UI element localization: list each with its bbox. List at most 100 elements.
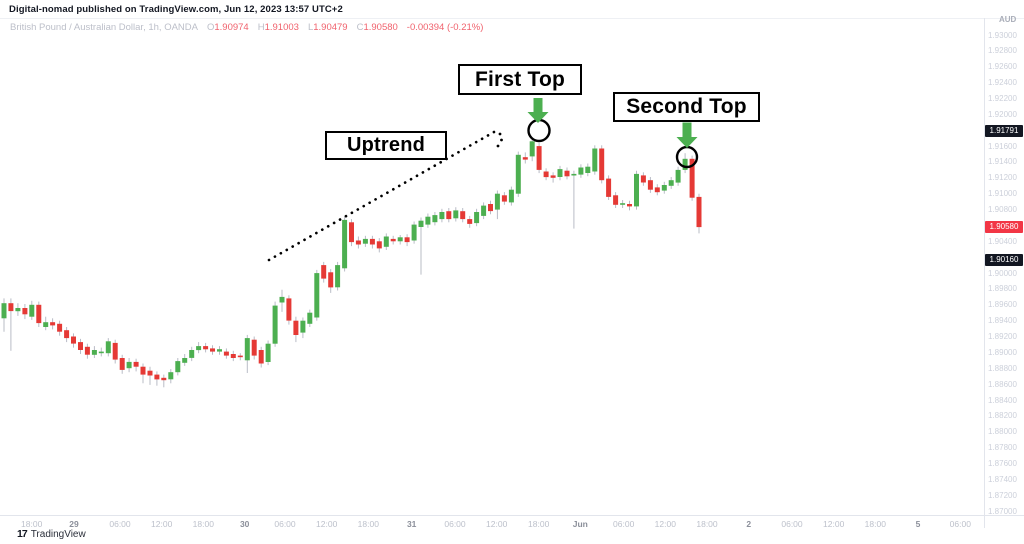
- time-axis-time-label: 06:00: [444, 519, 466, 529]
- candle-up: [557, 169, 563, 177]
- price-tick-label: 1.90800: [988, 205, 1017, 215]
- candle-down: [599, 148, 605, 181]
- candle-down: [369, 238, 375, 245]
- drawing-price-badge: 1.90160: [985, 254, 1023, 267]
- second-top-arrow-icon[interactable]: [676, 122, 698, 149]
- candle-down: [467, 219, 473, 224]
- price-axis-currency: AUD: [999, 15, 1017, 24]
- candle-down: [112, 342, 118, 360]
- candle-down: [647, 180, 653, 190]
- candle-down: [230, 354, 236, 358]
- time-axis-time-label: 12:00: [654, 519, 676, 529]
- drawing-price-badge: 1.91791: [985, 124, 1023, 137]
- price-tick-label: 1.88200: [988, 411, 1017, 421]
- price-tick-label: 1.87000: [988, 506, 1017, 516]
- price-tick-label: 1.87200: [988, 490, 1017, 500]
- candle-up: [411, 224, 417, 241]
- candle-down: [119, 358, 125, 370]
- time-axis-time-label: 12:00: [823, 519, 845, 529]
- candle-up: [217, 349, 222, 352]
- trendline-arrowhead-dot: [498, 132, 502, 136]
- price-tick-label: 1.92400: [988, 78, 1017, 88]
- time-axis-date-label: 2: [746, 519, 752, 529]
- candle-down: [210, 348, 215, 352]
- candle-down: [71, 336, 76, 344]
- candle-up: [592, 148, 598, 172]
- candle-up: [314, 273, 320, 318]
- price-tick-label: 1.92000: [988, 109, 1017, 119]
- candle-down: [606, 178, 612, 197]
- candle-up: [682, 158, 688, 170]
- candle-down: [57, 323, 63, 332]
- candle-down: [355, 240, 361, 245]
- candle-down: [293, 320, 299, 335]
- time-axis-date-label: 30: [239, 519, 250, 529]
- candle-down: [8, 303, 14, 312]
- candle-up: [675, 169, 681, 183]
- first-top-arrow-icon[interactable]: [527, 98, 549, 123]
- candle-down: [696, 196, 702, 228]
- candle-up: [307, 312, 313, 324]
- candle-up: [578, 167, 584, 175]
- price-tick-label: 1.89400: [988, 316, 1017, 326]
- candle-down: [203, 346, 209, 350]
- symbol-legend[interactable]: British Pound / Australian Dollar, 1h, O…: [10, 22, 483, 33]
- candle-up: [265, 343, 271, 362]
- candle-up: [515, 154, 521, 194]
- candle-up: [397, 237, 403, 242]
- time-axis-divider: [0, 515, 1024, 516]
- candle-up: [105, 341, 111, 354]
- candle-down: [133, 361, 139, 367]
- candle-down: [501, 195, 507, 202]
- candle-down: [84, 346, 90, 355]
- candle-down: [550, 175, 556, 178]
- candle-up: [189, 350, 195, 358]
- tradingview-brand-text: TradingView: [30, 528, 86, 540]
- price-tick-label: 1.89200: [988, 332, 1017, 342]
- candle-up: [196, 346, 202, 351]
- time-axis-time-label: 12:00: [151, 519, 173, 529]
- candle-up: [668, 180, 674, 186]
- last-price-badge: 1.90580: [985, 221, 1023, 234]
- published-byline: Digital-nomad published on TradingView.c…: [9, 4, 343, 15]
- candle-down: [522, 157, 528, 160]
- price-tick-label: 1.92600: [988, 62, 1017, 72]
- price-tick-label: 1.91400: [988, 157, 1017, 167]
- candle-up: [418, 220, 424, 227]
- candle-up: [571, 173, 577, 176]
- candle-down: [689, 158, 695, 198]
- time-axis-time-label: 06:00: [781, 519, 803, 529]
- price-tick-label: 1.91600: [988, 141, 1017, 151]
- price-tick-label: 1.87800: [988, 443, 1017, 453]
- uptrend-dotted-trendline[interactable]: [267, 130, 496, 262]
- candle-up: [43, 322, 49, 327]
- candle-up: [474, 212, 480, 224]
- annotation-box-uptrend[interactable]: Uptrend: [325, 131, 447, 160]
- annotation-box-first-top[interactable]: First Top: [458, 64, 582, 95]
- price-tick-label: 1.88400: [988, 395, 1017, 405]
- candle-up: [453, 210, 459, 219]
- candle-down: [64, 330, 70, 339]
- time-axis-time-label: 18:00: [357, 519, 379, 529]
- candle-up: [244, 338, 250, 361]
- time-axis-time-label: 12:00: [316, 519, 338, 529]
- price-axis-divider: [984, 18, 985, 528]
- candle-down: [50, 322, 56, 326]
- time-axis-date-label: 31: [406, 519, 417, 529]
- candle-down: [376, 241, 382, 249]
- tradingview-watermark[interactable]: 17 TradingView: [17, 528, 86, 540]
- candle-down: [140, 366, 146, 375]
- time-axis-time-label: 06:00: [274, 519, 296, 529]
- candle-down: [258, 350, 264, 364]
- price-tick-label: 1.90000: [988, 268, 1017, 278]
- annotation-box-second-top[interactable]: Second Top: [613, 92, 760, 122]
- time-axis-time-label: 06:00: [109, 519, 131, 529]
- time-axis-time-label: 12:00: [486, 519, 508, 529]
- first-top-circle[interactable]: [527, 118, 551, 143]
- candle-up: [272, 305, 278, 344]
- candle-down: [237, 355, 243, 358]
- candle-down: [223, 351, 229, 356]
- candle-down: [251, 339, 257, 356]
- candle-up: [15, 308, 21, 312]
